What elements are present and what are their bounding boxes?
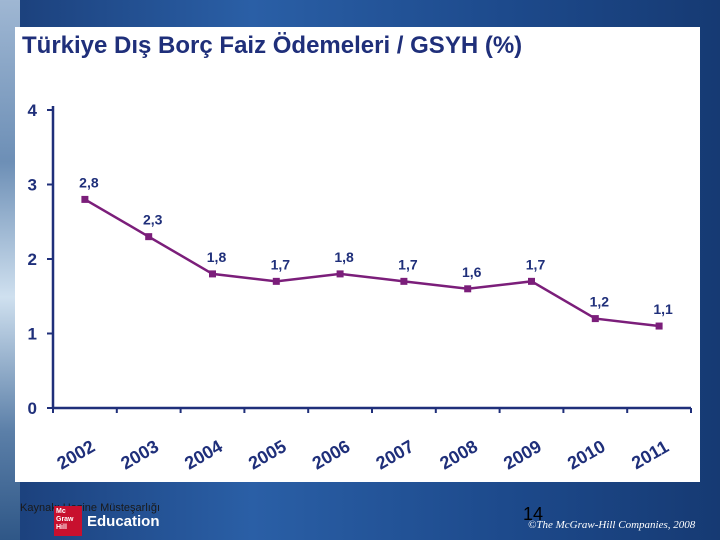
logo-line-3: Hill: [56, 524, 67, 531]
page-number: 14: [523, 504, 544, 524]
x-tick-label: 2010: [564, 436, 609, 473]
data-label: 1,2: [590, 294, 610, 310]
copyright-notice: ©The McGraw-Hill Companies, 2008: [528, 519, 696, 531]
logo-line-1: Mc: [56, 508, 66, 515]
data-label: 1,1: [653, 301, 673, 317]
data-label: 2,3: [143, 212, 163, 228]
line-chart: Türkiye Dış Borç Faiz Ödemeleri / GSYH (…: [22, 32, 692, 473]
data-point: [336, 270, 344, 278]
x-tick-label: 2006: [309, 436, 354, 473]
data-point: [528, 277, 535, 285]
data-point: [400, 277, 408, 285]
x-tick-label: 2002: [54, 436, 99, 473]
data-point: [464, 285, 472, 293]
publisher-logo: Mc Graw Hill Education: [54, 506, 160, 536]
x-tick-label: 2011: [628, 436, 672, 473]
data-point: [655, 322, 663, 330]
data-point: [81, 195, 89, 203]
data-point: [209, 270, 216, 278]
x-tick-label: 2008: [436, 436, 481, 473]
data-point: [272, 277, 280, 285]
data-label: 1,7: [526, 256, 546, 272]
x-tick-label: 2005: [245, 436, 290, 473]
y-tick-label: 0: [28, 399, 37, 418]
data-point: [145, 233, 153, 241]
data-label: 1,8: [207, 249, 227, 265]
x-tick-label: 2004: [181, 436, 226, 473]
x-tick-label: 2007: [373, 436, 418, 473]
y-tick-label: 4: [28, 101, 38, 120]
data-label: 2,8: [79, 174, 99, 190]
chart-panel: Türkiye Dış Borç Faiz Ödemeleri / GSYH (…: [15, 27, 700, 482]
chart-title: Türkiye Dış Borç Faiz Ödemeleri / GSYH (…: [22, 32, 522, 59]
logo-text: Education: [87, 512, 160, 530]
data-point: [591, 315, 599, 323]
data-label: 1,8: [334, 249, 354, 265]
logo-mark: Mc Graw Hill: [54, 506, 82, 536]
y-tick-label: 1: [28, 325, 37, 344]
x-tick-label: 2003: [117, 436, 162, 473]
x-tick-label: 2009: [500, 436, 545, 473]
series-line: [84, 198, 660, 328]
data-label: 1,7: [271, 256, 291, 272]
data-label: 1,7: [398, 256, 418, 272]
y-tick-label: 3: [28, 176, 37, 195]
y-tick-label: 2: [28, 250, 37, 269]
logo-line-2: Graw: [56, 516, 74, 523]
data-label: 1,6: [462, 264, 482, 280]
